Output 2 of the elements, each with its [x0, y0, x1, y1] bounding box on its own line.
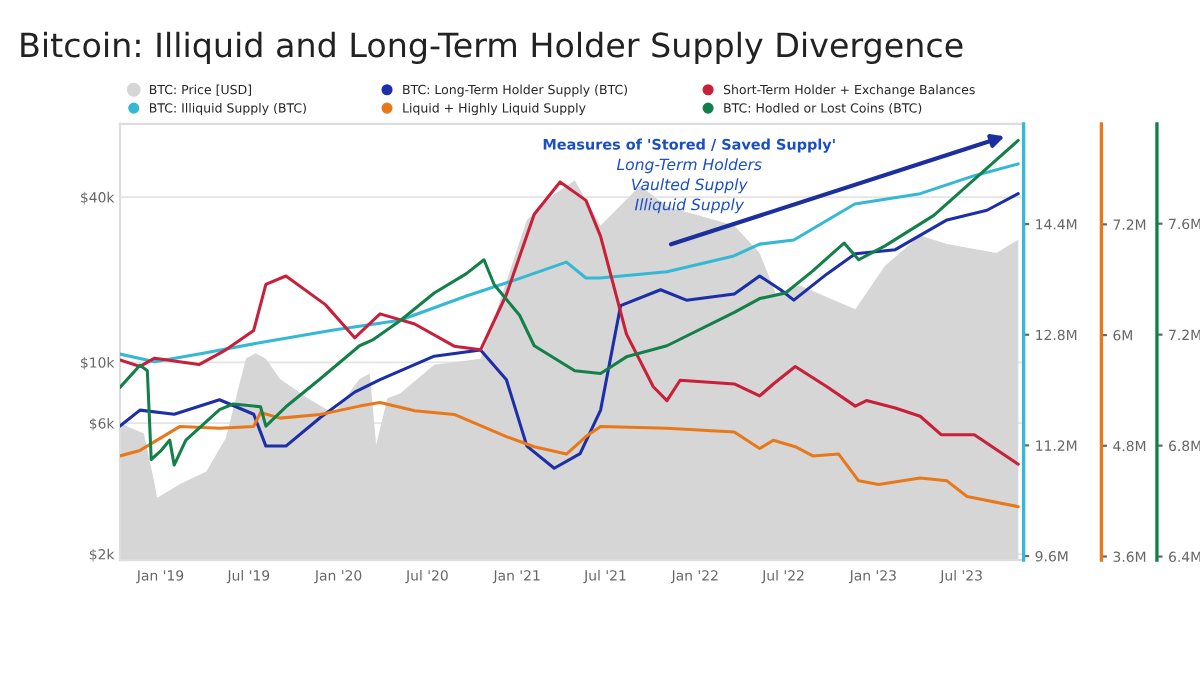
- chart-title: Bitcoin: Illiquid and Long-Term Holder Supply Divergence: [21, 31, 963, 65]
- line-series: [120, 400, 1020, 509]
